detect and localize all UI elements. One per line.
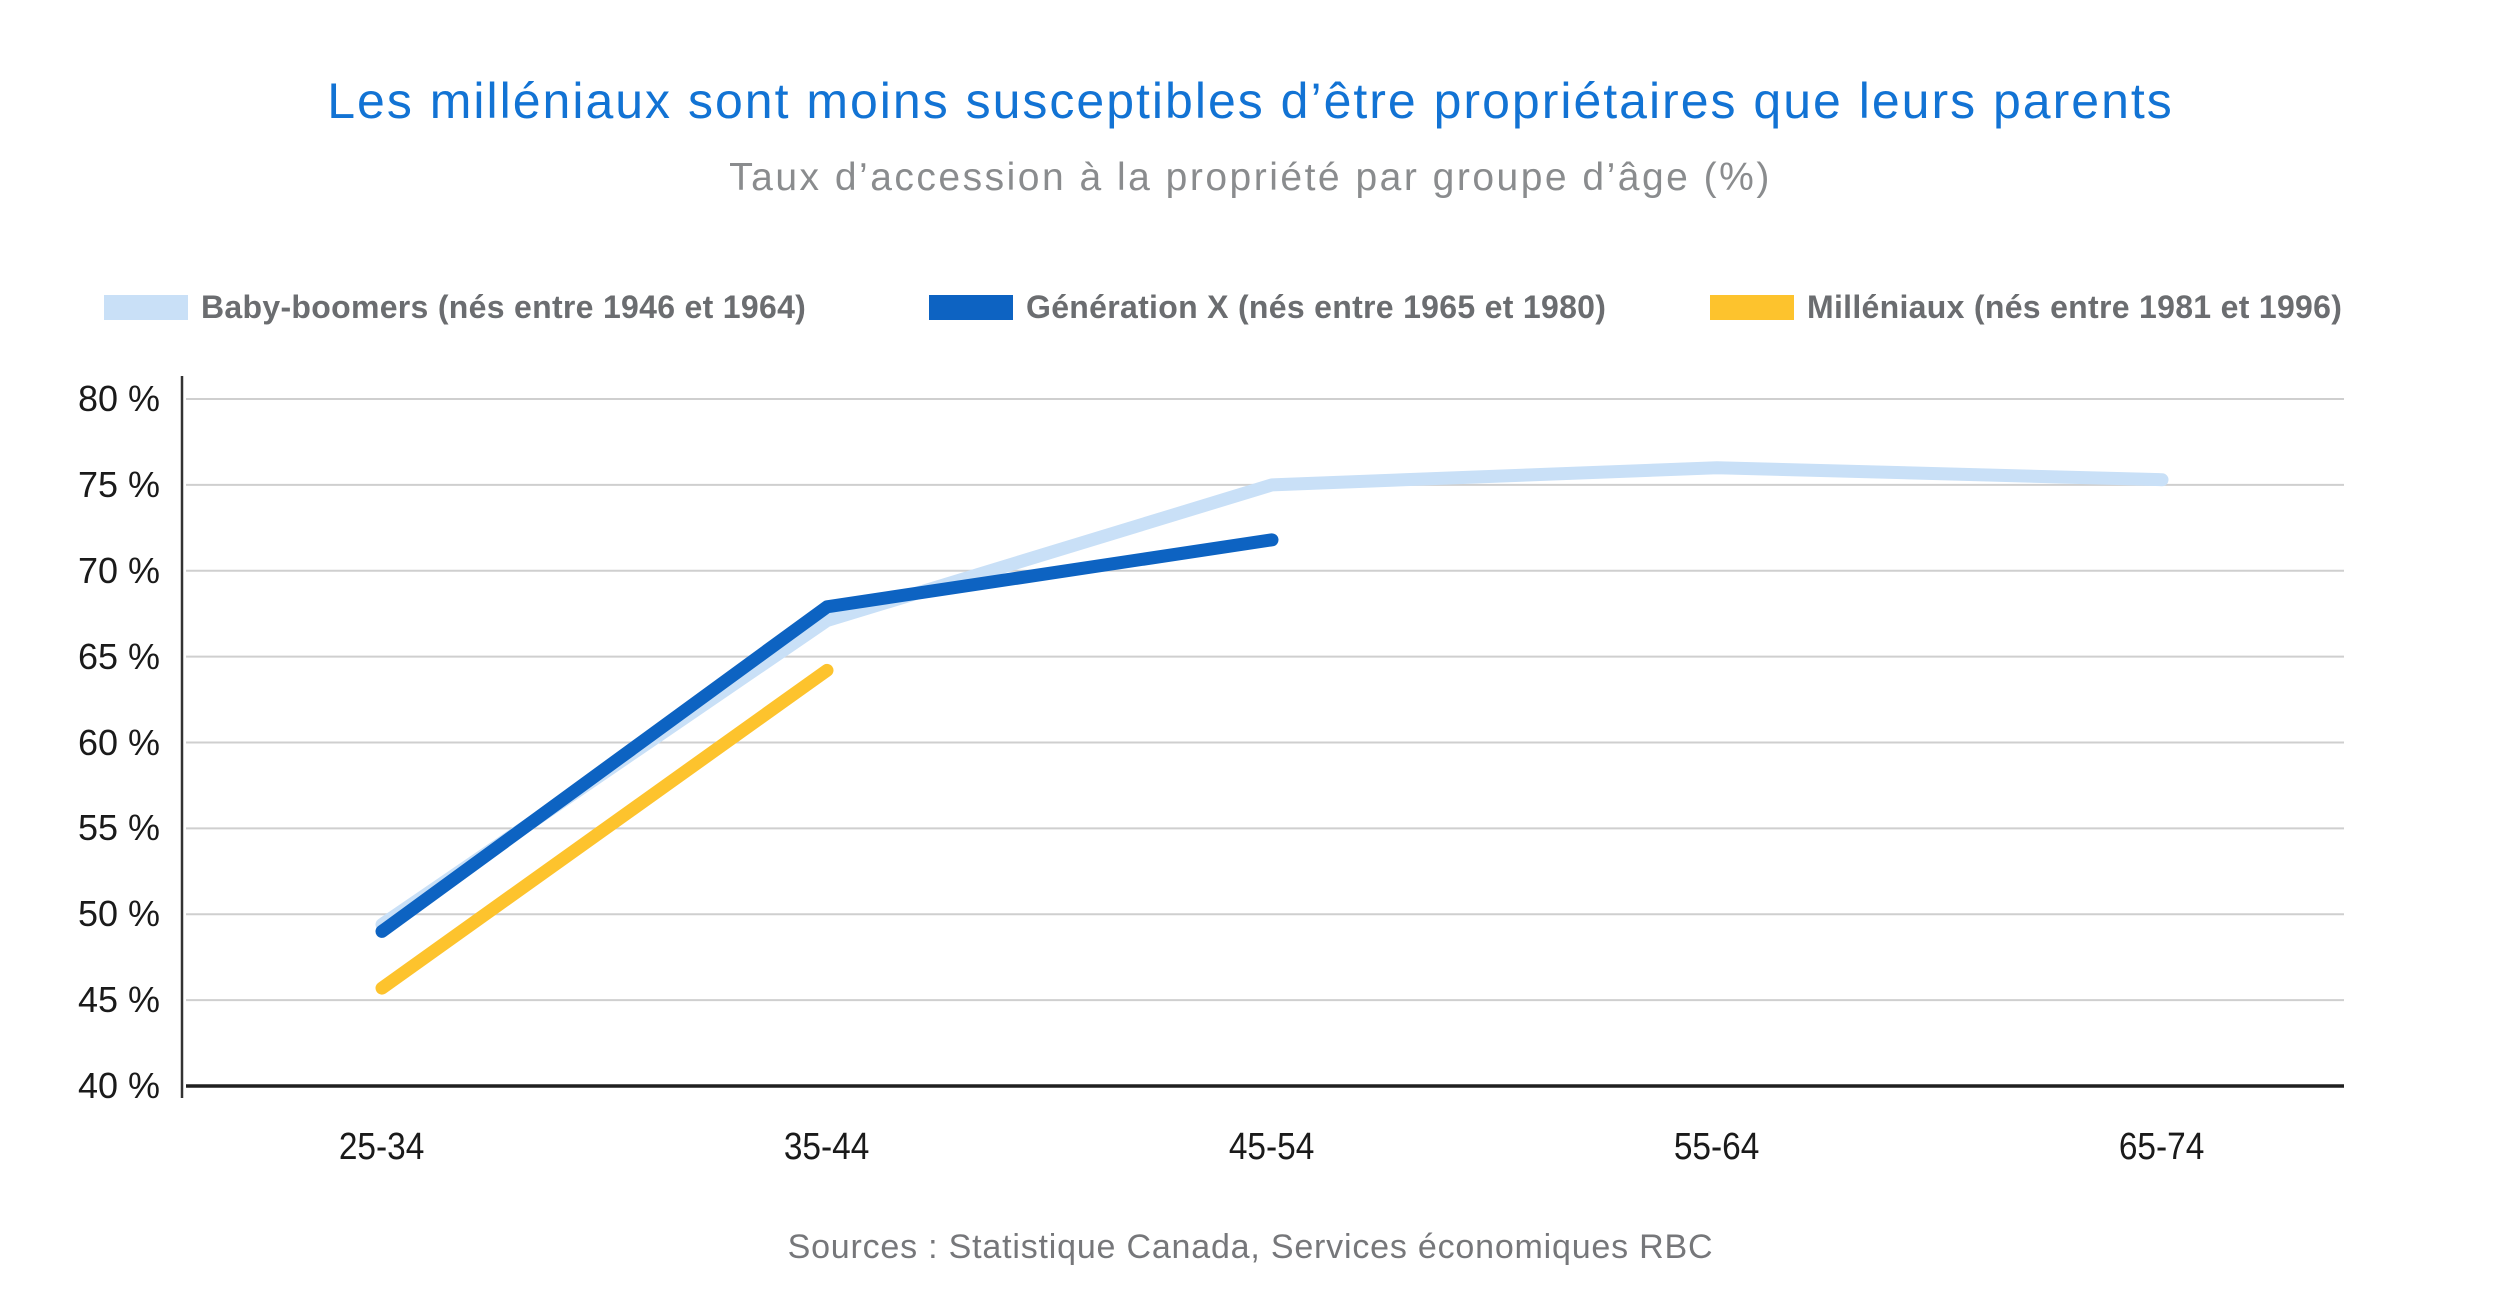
x-axis-tick-text: 35-44 bbox=[784, 1126, 870, 1168]
x-axis-tick-label: 55-64 bbox=[1607, 1126, 1827, 1169]
chart-title: Les milléniaux sont moins susceptibles d… bbox=[327, 73, 2174, 129]
y-axis-tick-label: 65 % bbox=[77, 635, 160, 677]
legend-swatch bbox=[1710, 294, 1794, 320]
legend: Baby-boomers (nés entre 1946 et 1964) Gén… bbox=[0, 287, 2501, 327]
y-axis-tick-label: 40 % bbox=[77, 1065, 160, 1106]
legend-swatch bbox=[929, 294, 1013, 320]
legend-item: Baby-boomers (nés entre 1946 et 1964) bbox=[104, 287, 806, 327]
series-line-gnration bbox=[375, 533, 1279, 938]
x-axis-tick-text: 45-54 bbox=[1229, 1126, 1315, 1168]
y-axis-tick-label: 50 % bbox=[77, 893, 160, 935]
x-axis-tick-label: 35-44 bbox=[717, 1126, 937, 1169]
x-axis-tick-label: 25-34 bbox=[272, 1126, 492, 1169]
x-axis-tick-label: 65-74 bbox=[2052, 1126, 2272, 1169]
legend-swatch bbox=[104, 294, 188, 320]
x-axis-tick-text: 55-64 bbox=[1674, 1126, 1760, 1168]
source-note: Sources : Statistique Canada, Services é… bbox=[787, 1228, 1714, 1266]
legend-item-label: Milléniaux (nés entre 1981 et 1996) bbox=[1807, 288, 2343, 325]
legend-item-label: Génération X (nés entre 1965 et 1980) bbox=[1026, 288, 1607, 325]
y-axis-tick-label: 60 % bbox=[77, 721, 160, 763]
y-axis-tick-label: 55 % bbox=[77, 807, 160, 849]
y-axis-tick-label: 80 % bbox=[77, 378, 160, 419]
x-axis-tick-text: 65-74 bbox=[2119, 1126, 2205, 1168]
x-axis-tick-label: 45-54 bbox=[1162, 1126, 1382, 1169]
y-axis-tick-label: 70 % bbox=[77, 549, 160, 591]
y-axis-tick-label: 75 % bbox=[77, 463, 160, 505]
chart-subtitle: Taux d’accession à la propriété par grou… bbox=[729, 156, 1772, 199]
legend-item: Génération X (nés entre 1965 et 1980) bbox=[929, 287, 1606, 327]
y-axis-tick-label: 45 % bbox=[77, 979, 160, 1021]
legend-item: Milléniaux (nés entre 1981 et 1996) bbox=[1710, 287, 2342, 327]
legend-item-label: Baby-boomers (nés entre 1946 et 1964) bbox=[201, 288, 807, 325]
series-line-millniaux bbox=[375, 663, 834, 995]
x-axis-tick-text: 25-34 bbox=[339, 1126, 425, 1168]
